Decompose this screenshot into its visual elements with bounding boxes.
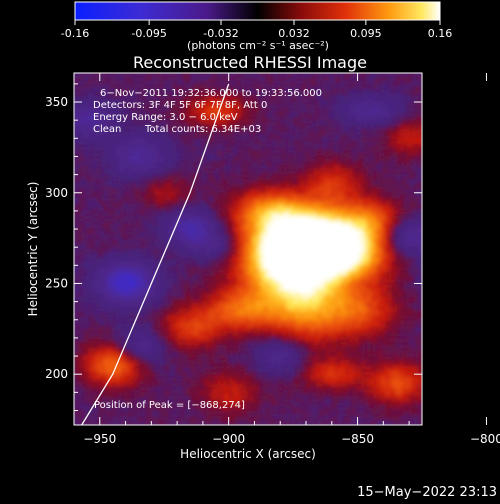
chart-title: Reconstructed RHESSI Image bbox=[133, 53, 367, 72]
colorbar-tick-label: 0.16 bbox=[428, 27, 453, 40]
colorbar-gradient bbox=[75, 2, 440, 20]
colorbar-units-label: (photons cm⁻² s⁻¹ asec⁻²) bbox=[187, 39, 329, 52]
colorbar-tick-label: 0.095 bbox=[350, 27, 382, 40]
colorbar-tick-label: -0.16 bbox=[61, 27, 89, 40]
colorbar-tick-label: -0.095 bbox=[131, 27, 166, 40]
